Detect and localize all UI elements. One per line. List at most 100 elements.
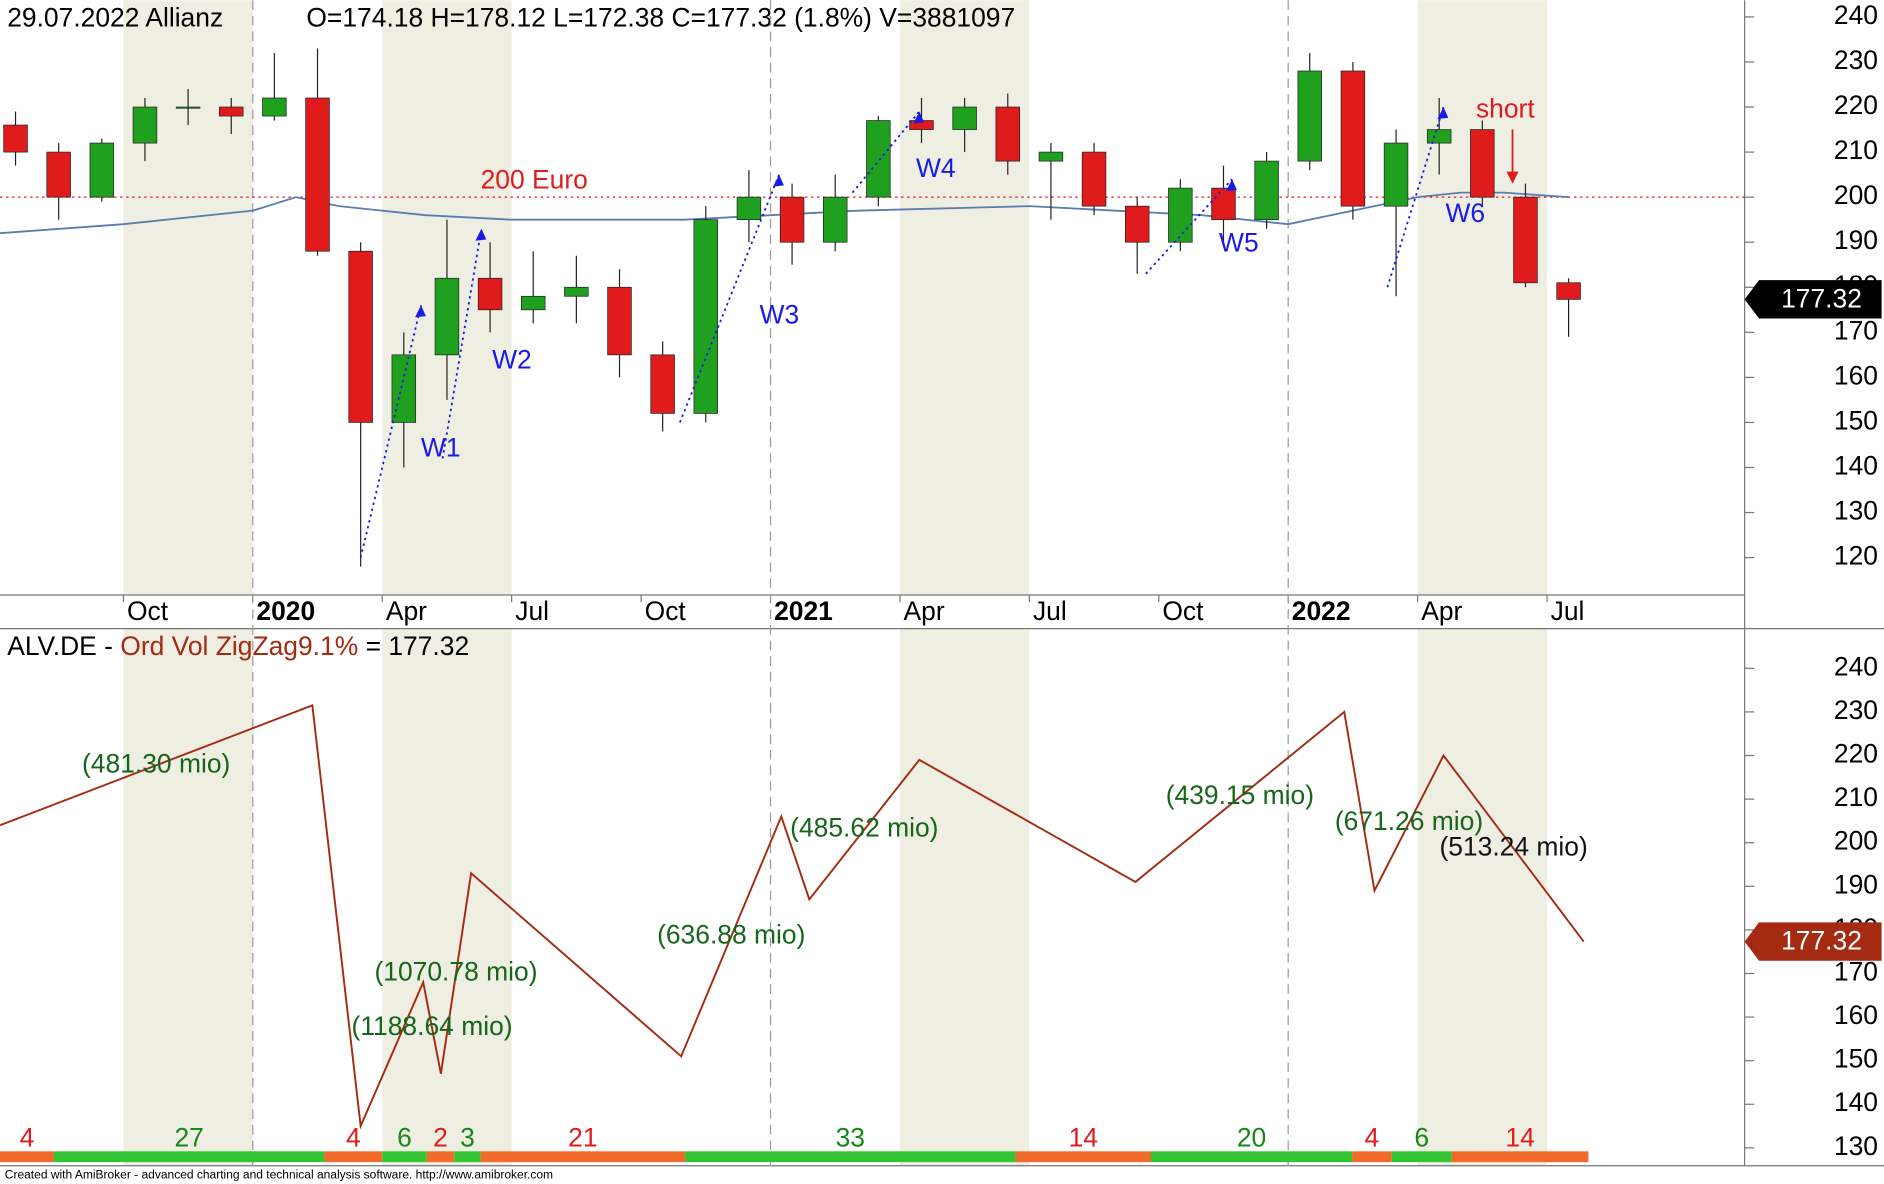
quarter-shade [899,0,1030,596]
leg-count: 4 [346,1122,361,1152]
leg-count: 27 [174,1122,203,1152]
segment-label: (485.62 mio) [790,813,938,843]
y-tick-label: 190 [1834,869,1878,899]
x-tick-label: Apr [904,596,945,626]
y-tick-label: 170 [1834,956,1878,986]
candle-body [262,97,287,117]
x-tick-label: 2021 [774,596,833,626]
segment-label: (671.26 mio) [1335,806,1483,836]
x-tick-label: Oct [645,596,687,626]
segment-label: (513.24 mio) [1439,832,1587,862]
candle-body [520,295,546,311]
candle-body [1038,151,1064,162]
leg-bar [1352,1151,1392,1163]
x-tick-label: 2022 [1292,596,1351,626]
y-tick-label: 210 [1834,782,1878,812]
x-tick-label: Oct [127,596,169,626]
y-tick-label: 220 [1834,738,1878,768]
footer: Created with AmiBroker - advanced charti… [5,1168,553,1182]
reference-label: 200 Euro [481,165,588,195]
wave-line [441,228,483,459]
leg-bar [0,1151,54,1163]
y-tick-label: 160 [1834,360,1878,390]
candle-body [3,124,28,153]
x-tick-label: Jul [1551,596,1585,626]
wave-line [1386,106,1445,288]
segment-label: (1188.64 mio) [352,1011,513,1041]
y-tick-label: 140 [1834,1087,1878,1117]
x-tick-label: Apr [1421,596,1462,626]
leg-bar [382,1151,427,1163]
x-tick-label: Oct [1162,596,1204,626]
candle-body [693,219,719,414]
candle-body [736,196,762,221]
y-tick-label: 150 [1834,405,1878,435]
leg-count: 20 [1237,1122,1266,1152]
moving-average [0,191,1569,235]
leg-count: 4 [20,1122,35,1152]
y-tick-label: 170 [1834,315,1878,345]
candle-body [348,250,373,423]
last-value-box [1744,280,1882,319]
leg-bar [685,1151,1016,1163]
last-value-label: 177.32 [1781,926,1862,956]
title-part: ALV.DE - [7,631,113,661]
y-tick-label: 200 [1834,826,1878,856]
candle-body [1340,70,1366,207]
candle-body [866,120,891,198]
y-tick-label: 240 [1834,0,1878,30]
chart-title: 29.07.2022 Allianz [7,2,223,32]
wave-label: W4 [916,153,956,183]
candle-body [434,277,460,356]
quarter-shade [382,628,512,1166]
annotation-label: short [1476,93,1535,123]
candle-body [1426,129,1452,144]
indicator-title: ALV.DE - Ord Vol ZigZag9.1% = 177.32 [7,631,469,661]
wave-label: W6 [1445,198,1485,228]
wave-label: W2 [492,345,532,375]
last-value-label: 177.32 [1781,284,1862,314]
wave-line [679,174,780,423]
leg-bar [53,1151,325,1163]
leg-count: 6 [397,1122,412,1152]
wave-label: W3 [760,300,800,330]
quarter-shade [1417,0,1548,596]
candle-body [132,106,158,144]
title-part: = 177.32 [366,631,470,661]
segment-label: (481.30 mio) [82,748,230,778]
wave-arrowhead [1226,179,1237,192]
segment-label: (439.15 mio) [1166,780,1314,810]
leg-count: 6 [1414,1122,1429,1152]
candle-body [564,286,589,297]
leg-count: 33 [836,1122,865,1152]
segment-label: (1070.78 mio) [374,956,537,986]
candle-body [650,354,675,414]
wave-arrowhead [913,111,925,124]
y-tick-label: 160 [1834,1000,1878,1030]
candle-body [779,196,805,243]
chart-subtitle: O=174.18 H=178.12 L=172.38 C=177.32 (1.8… [306,2,1015,32]
wave-arrowhead [773,174,784,187]
leg-bar [480,1151,686,1163]
leg-bar [1015,1151,1152,1163]
leg-count: 14 [1069,1122,1098,1152]
leg-bar [1151,1151,1353,1163]
y-tick-label: 240 [1834,651,1878,681]
candle-body [822,196,848,243]
y-tick-label: 130 [1834,496,1878,526]
candle-body [1383,142,1409,207]
y-tick-label: 230 [1834,695,1878,725]
wave-line [359,305,422,558]
wave-arrowhead [1437,107,1449,120]
candle-body [607,286,632,356]
leg-bar [426,1151,455,1163]
leg-bar [1451,1151,1589,1163]
leg-bar [454,1151,481,1163]
candle-body [952,106,977,130]
candle-body [477,277,503,311]
leg-count: 21 [568,1122,597,1152]
candle-body [1513,196,1538,284]
candle-body [995,106,1020,162]
wave-arrowhead [415,305,426,318]
wave-label: W1 [421,432,461,462]
